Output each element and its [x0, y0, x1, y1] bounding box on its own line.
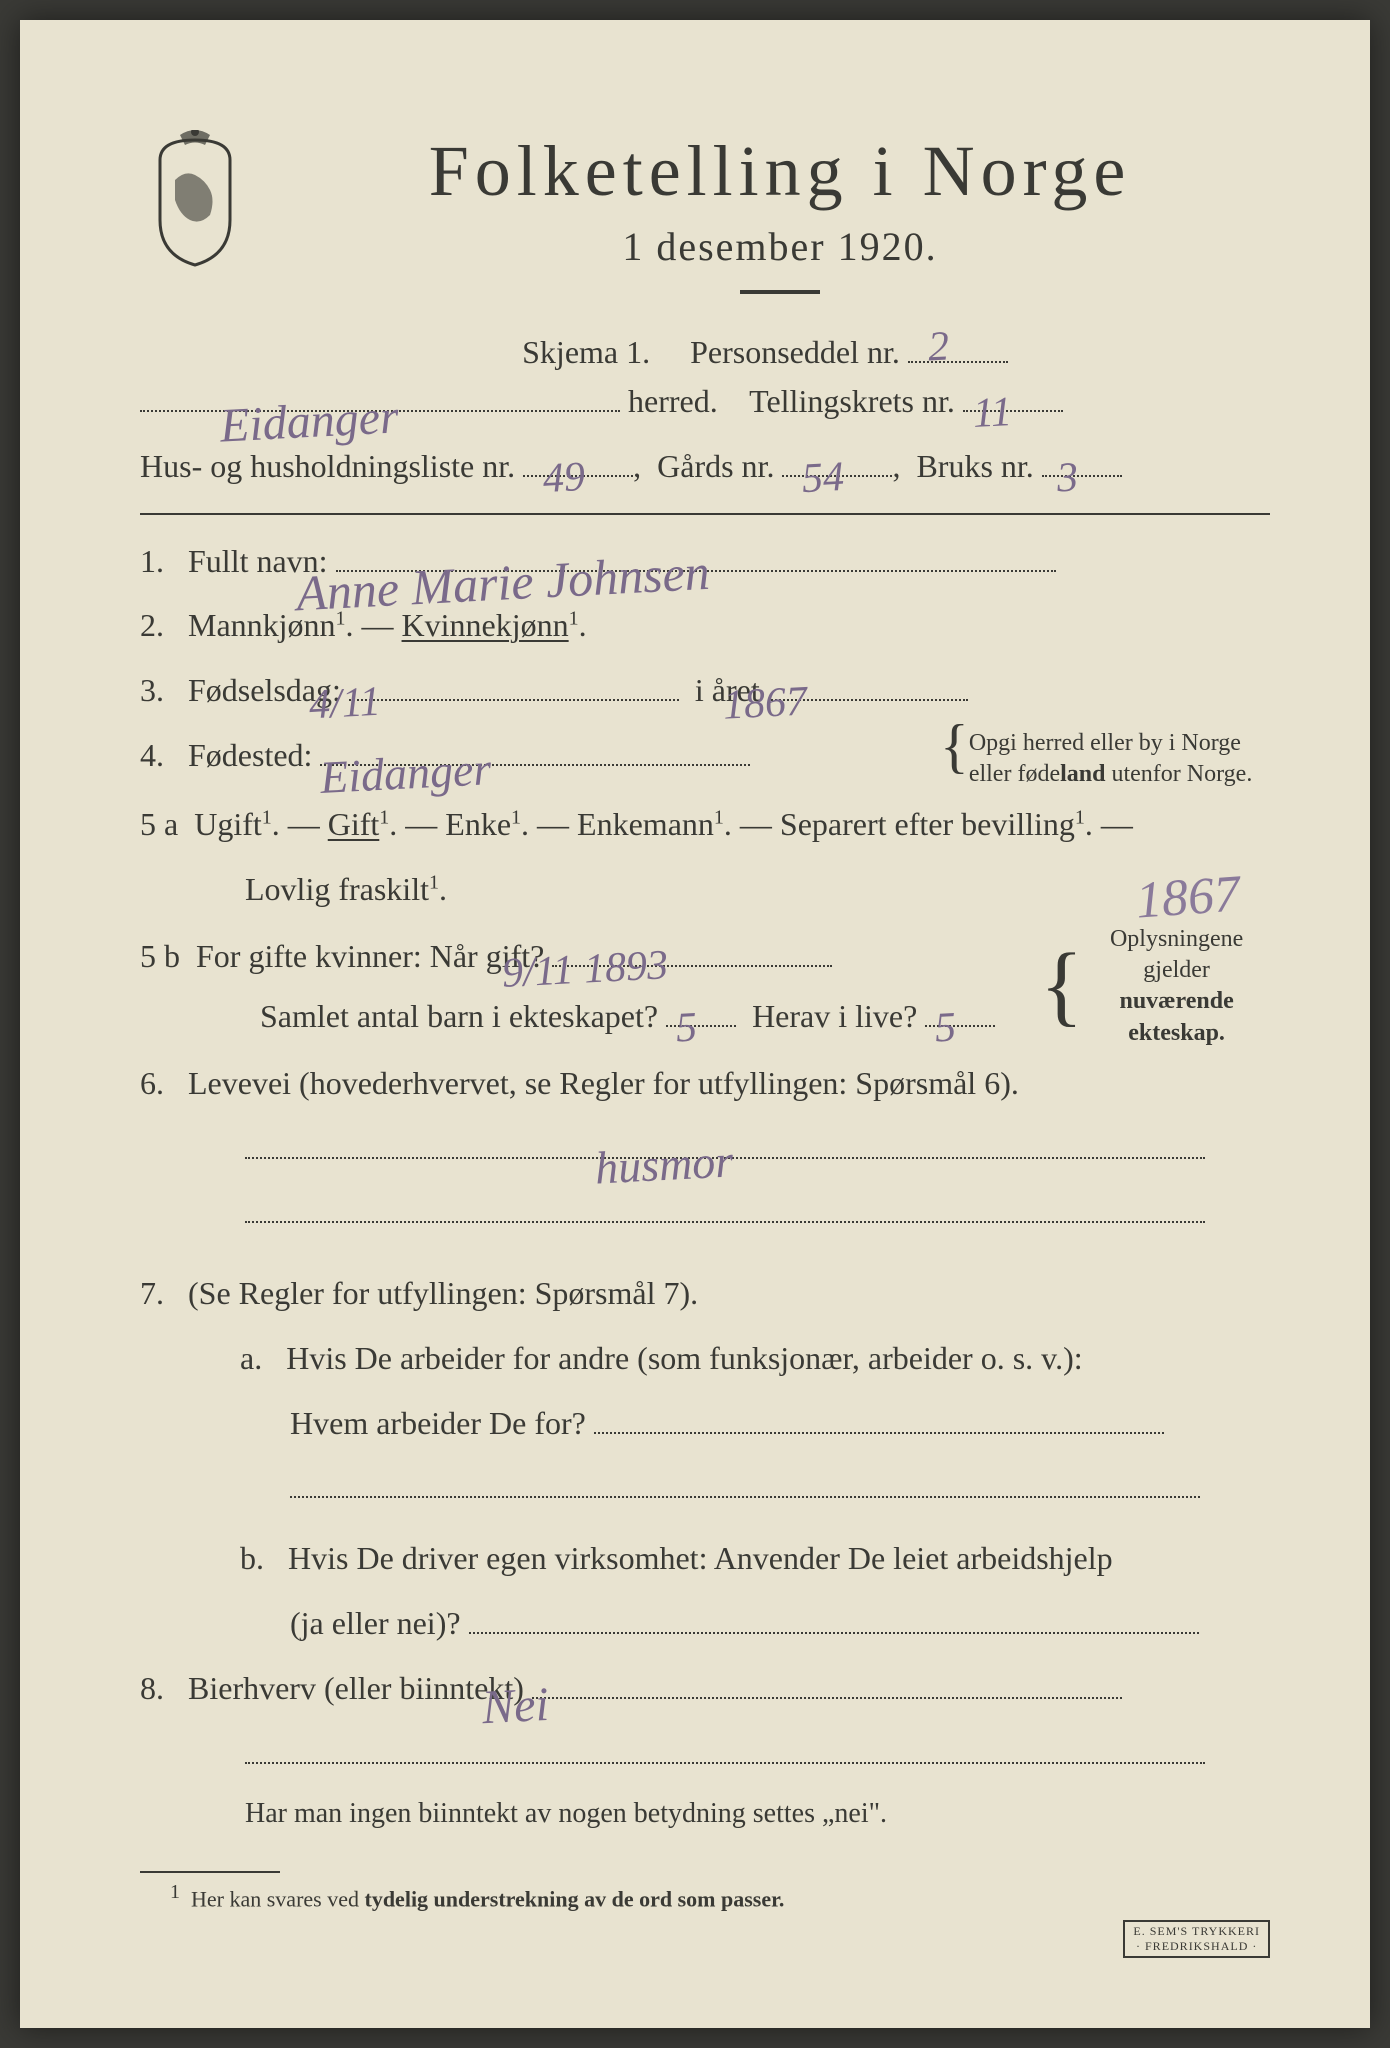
crest-svg	[140, 130, 250, 270]
personseddel-nr-value: 2	[927, 322, 950, 371]
title-block: Folketelling i Norge 1 desember 1920.	[290, 130, 1270, 324]
q7a-label1: Hvis De arbeider for andre (som funksjon…	[286, 1340, 1082, 1376]
bruks-value: 3	[1055, 438, 1080, 519]
q7a-line1: a. Hvis De arbeider for andre (som funks…	[140, 1328, 1270, 1389]
q2-kvinne: Kvinnekjønn	[402, 607, 569, 643]
q5b-label1: For gifte kvinner: Når gift?	[196, 938, 544, 974]
q7-label: (Se Regler for utfyllingen: Spørsmål 7).	[188, 1275, 698, 1311]
q8-line: 8. Bierhverv (eller biinntekt) Nei	[140, 1658, 1270, 1719]
q1-num: 1.	[140, 543, 164, 579]
q4-sidenote-2: eller fødeland utenfor Norge.	[969, 759, 1253, 790]
skjema-line: Skjema 1. Personseddel nr. 2	[260, 334, 1270, 371]
q4-num: 4.	[140, 737, 164, 773]
header: Folketelling i Norge 1 desember 1920.	[140, 130, 1270, 324]
gards-value: 54	[800, 438, 846, 520]
husliste-value: 49	[541, 438, 587, 520]
q5a-gift: Gift	[328, 806, 380, 842]
brace-icon-2: {	[1040, 959, 1083, 1013]
q2-line: 2. Mannkjønn1. — Kvinnekjønn1.	[140, 595, 1270, 656]
q7a-label2: Hvem arbeider De for?	[290, 1405, 586, 1441]
herred-line: Eidanger herred. Tellingskrets nr. 11	[140, 371, 1270, 432]
bruks-label: Bruks nr.	[916, 448, 1033, 484]
q1-line: 1. Fullt navn: Anne Marie Johnsen	[140, 531, 1270, 592]
q6-num: 6.	[140, 1065, 164, 1101]
q7a-blank	[140, 1457, 1270, 1518]
q6-label: Levevei (hovederhvervet, se Regler for u…	[188, 1065, 1019, 1101]
q7b-label1: Hvis De driver egen virksomhet: Anvender…	[288, 1540, 1113, 1576]
q5a-num: 5 a	[140, 806, 178, 842]
q7b-num: b.	[240, 1540, 264, 1576]
stamp-line2: · FREDRIKSHALD ·	[1133, 1939, 1260, 1954]
q6-value-line: husmor	[140, 1118, 1270, 1179]
title-divider	[740, 290, 820, 294]
q7b-line2: (ja eller nei)?	[140, 1593, 1270, 1654]
q8-label: Bierhverv (eller biinntekt)	[188, 1670, 524, 1706]
q5a-enkemann: Enkemann	[577, 806, 714, 842]
q2-sup2: 1	[569, 608, 579, 630]
q4-label: Fødested:	[188, 737, 312, 773]
q2-dash: —	[362, 607, 402, 643]
q5a-line2: Lovlig fraskilt1. 1867	[140, 859, 1270, 920]
q5b-num: 5 b	[140, 938, 180, 974]
husliste-label: Hus- og husholdningsliste nr.	[140, 448, 515, 484]
stamp-line1: E. SEM'S TRYKKERI	[1133, 1924, 1260, 1939]
q8-num: 8.	[140, 1670, 164, 1706]
census-form-page: Folketelling i Norge 1 desember 1920. Sk…	[20, 20, 1370, 2028]
q7b-label2: (ja eller nei)?	[290, 1605, 461, 1641]
q5a-ugift: Ugift	[194, 806, 262, 842]
gards-label: Gårds nr.	[657, 448, 774, 484]
skjema-label-right: Personseddel nr.	[690, 334, 900, 370]
q7-line: 7. (Se Regler for utfyllingen: Spørsmål …	[140, 1263, 1270, 1324]
footnote-marker: 1	[170, 1881, 180, 1903]
q2-sup1: 1	[336, 608, 346, 630]
tellingskrets-label: Tellingskrets nr.	[749, 383, 955, 419]
q6-blank-line	[140, 1182, 1270, 1243]
q4-line: 4. Fødested: Eidanger { Opgi herred elle…	[140, 725, 1270, 790]
q8-blank	[140, 1723, 1270, 1784]
q5b-side3: ekteskap.	[1083, 1018, 1270, 1049]
q8-note: Har man ingen biinntekt av nogen betydni…	[140, 1787, 1270, 1840]
q5a-line1: 5 a Ugift1. — Gift1. — Enke1. — Enkemann…	[140, 794, 1270, 855]
printer-stamp: E. SEM'S TRYKKERI · FREDRIKSHALD ·	[1123, 1920, 1270, 1958]
main-title: Folketelling i Norge	[290, 130, 1270, 213]
q4-sidenote-1: Opgi herred eller by i Norge	[969, 728, 1253, 759]
q5a-enke: Enke	[445, 806, 511, 842]
husliste-line: Hus- og husholdningsliste nr. 49 , Gårds…	[140, 436, 1270, 497]
q7-num: 7.	[140, 1275, 164, 1311]
footnote-text: Her kan svares ved tydelig understreknin…	[191, 1886, 784, 1911]
q5b-block: 5 b For gifte kvinner: Når gift? 9/11 18…	[140, 924, 1270, 1049]
q5a-separert: Separert efter bevilling	[780, 806, 1075, 842]
divider-1	[140, 513, 1270, 515]
q6-line: 6. Levevei (hovederhvervet, se Regler fo…	[140, 1053, 1270, 1114]
q7b-line1: b. Hvis De driver egen virksomhet: Anven…	[140, 1528, 1270, 1589]
q5b-gift-value: 9/11 1893	[560, 926, 670, 1011]
brace-icon: {	[940, 728, 969, 790]
herred-label: herred.	[628, 383, 718, 419]
footnote-rule	[140, 1871, 280, 1873]
q5b-side2: gjelder nuværende	[1083, 955, 1270, 1017]
skjema-label-left: Skjema 1.	[522, 334, 650, 370]
q2-mann: Mannkjønn	[188, 607, 336, 643]
q3-line: 3. Fødselsdag: 4/11 i året 1867	[140, 660, 1270, 721]
q3-num: 3.	[140, 672, 164, 708]
q7a-num: a.	[240, 1340, 262, 1376]
subtitle: 1 desember 1920.	[290, 223, 1270, 270]
q5b-label3: Herav i live?	[752, 998, 917, 1034]
footnote: 1 Her kan svares ved tydelig understrekn…	[140, 1881, 1270, 1912]
q7a-line2: Hvem arbeider De for?	[140, 1393, 1270, 1454]
q5b-side1: Oplysningene	[1083, 924, 1270, 955]
q5a-fraskilt: Lovlig fraskilt	[245, 871, 429, 907]
norway-coat-of-arms-icon	[140, 130, 250, 270]
q2-num: 2.	[140, 607, 164, 643]
